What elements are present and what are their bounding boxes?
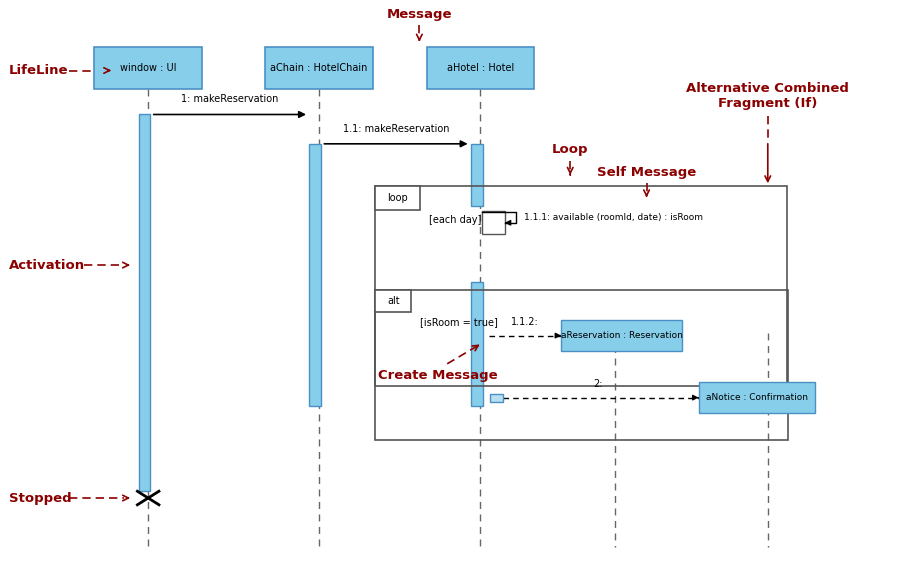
Text: Message: Message	[387, 7, 452, 21]
Text: 2:: 2:	[593, 379, 603, 389]
Text: 1.1.1: available (roomId, date) : isRoom: 1.1.1: available (roomId, date) : isRoom	[524, 213, 702, 222]
Bar	[309, 144, 321, 406]
Text: aHotel : Hotel: aHotel : Hotel	[447, 63, 514, 73]
Text: Alternative Combined
Fragment (If): Alternative Combined Fragment (If)	[686, 82, 850, 110]
Text: [each day]: [each day]	[429, 215, 481, 226]
Bar	[471, 282, 483, 406]
Text: Loop: Loop	[552, 143, 588, 156]
Bar	[375, 290, 411, 312]
Bar	[471, 144, 483, 206]
Bar	[699, 382, 815, 413]
Text: alt: alt	[387, 296, 400, 306]
Text: loop: loop	[387, 193, 409, 203]
Bar	[138, 114, 150, 491]
Text: aReservation : Reservation: aReservation : Reservation	[561, 331, 682, 340]
Text: 1.1.2:: 1.1.2:	[511, 317, 539, 327]
Bar	[490, 394, 503, 402]
Bar	[561, 320, 682, 351]
Text: aNotice : Confirmation: aNotice : Confirmation	[706, 393, 808, 402]
Text: LifeLine: LifeLine	[9, 64, 68, 77]
Text: Activation: Activation	[9, 258, 85, 272]
Text: Create Message: Create Message	[378, 368, 498, 382]
Bar	[94, 47, 202, 89]
Text: 1.1: makeReservation: 1.1: makeReservation	[343, 124, 449, 134]
Text: [isRoom = true]: [isRoom = true]	[420, 318, 498, 328]
Text: 1: makeReservation: 1: makeReservation	[181, 94, 278, 104]
Text: Stopped: Stopped	[9, 491, 72, 505]
Text: Self Message: Self Message	[597, 165, 696, 179]
Bar	[427, 47, 534, 89]
Bar	[265, 47, 373, 89]
Bar	[375, 290, 788, 440]
Bar	[375, 186, 420, 210]
Bar	[482, 212, 505, 234]
Text: window : UI: window : UI	[120, 63, 176, 73]
Bar	[375, 186, 787, 386]
Text: aChain : HotelChain: aChain : HotelChain	[270, 63, 367, 73]
